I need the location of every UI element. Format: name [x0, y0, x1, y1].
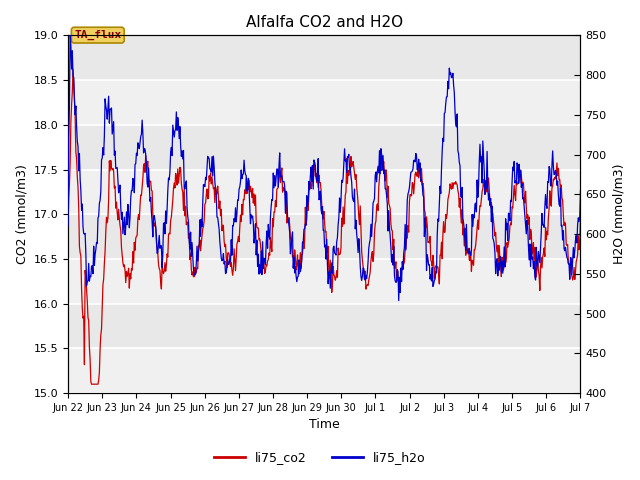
Title: Alfalfa CO2 and H2O: Alfalfa CO2 and H2O [246, 15, 403, 30]
Legend: li75_co2, li75_h2o: li75_co2, li75_h2o [209, 446, 431, 469]
X-axis label: Time: Time [309, 419, 340, 432]
Y-axis label: CO2 (mmol/m3): CO2 (mmol/m3) [15, 164, 28, 264]
Y-axis label: H2O (mmol/m3): H2O (mmol/m3) [612, 164, 625, 264]
Bar [68, 348, 580, 393]
Bar [68, 169, 580, 214]
Bar [68, 80, 580, 125]
Bar [68, 259, 580, 304]
Text: TA_flux: TA_flux [74, 30, 122, 40]
